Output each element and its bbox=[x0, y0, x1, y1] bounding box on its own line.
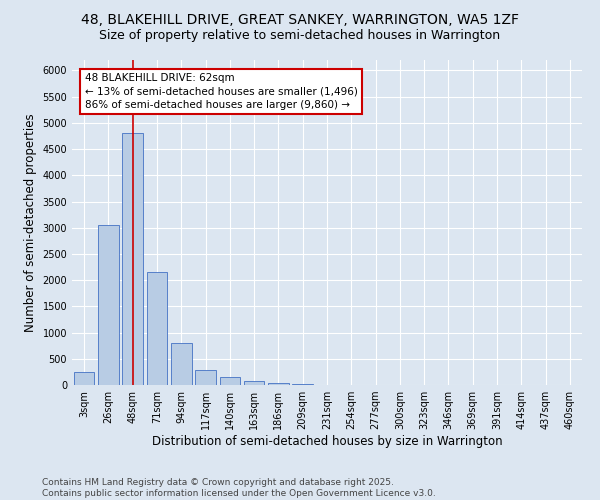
Bar bbox=[122, 134, 143, 385]
Bar bbox=[220, 377, 240, 385]
Bar bbox=[244, 380, 265, 385]
Bar bbox=[171, 343, 191, 385]
Bar bbox=[74, 372, 94, 385]
Bar bbox=[146, 272, 167, 385]
Text: Contains HM Land Registry data © Crown copyright and database right 2025.
Contai: Contains HM Land Registry data © Crown c… bbox=[42, 478, 436, 498]
Bar bbox=[292, 384, 313, 385]
Bar bbox=[268, 382, 289, 385]
Y-axis label: Number of semi-detached properties: Number of semi-detached properties bbox=[24, 113, 37, 332]
Text: 48 BLAKEHILL DRIVE: 62sqm
← 13% of semi-detached houses are smaller (1,496)
86% : 48 BLAKEHILL DRIVE: 62sqm ← 13% of semi-… bbox=[85, 73, 358, 110]
Text: 48, BLAKEHILL DRIVE, GREAT SANKEY, WARRINGTON, WA5 1ZF: 48, BLAKEHILL DRIVE, GREAT SANKEY, WARRI… bbox=[81, 12, 519, 26]
X-axis label: Distribution of semi-detached houses by size in Warrington: Distribution of semi-detached houses by … bbox=[152, 435, 502, 448]
Bar bbox=[98, 225, 119, 385]
Bar bbox=[195, 370, 216, 385]
Text: Size of property relative to semi-detached houses in Warrington: Size of property relative to semi-detach… bbox=[100, 28, 500, 42]
